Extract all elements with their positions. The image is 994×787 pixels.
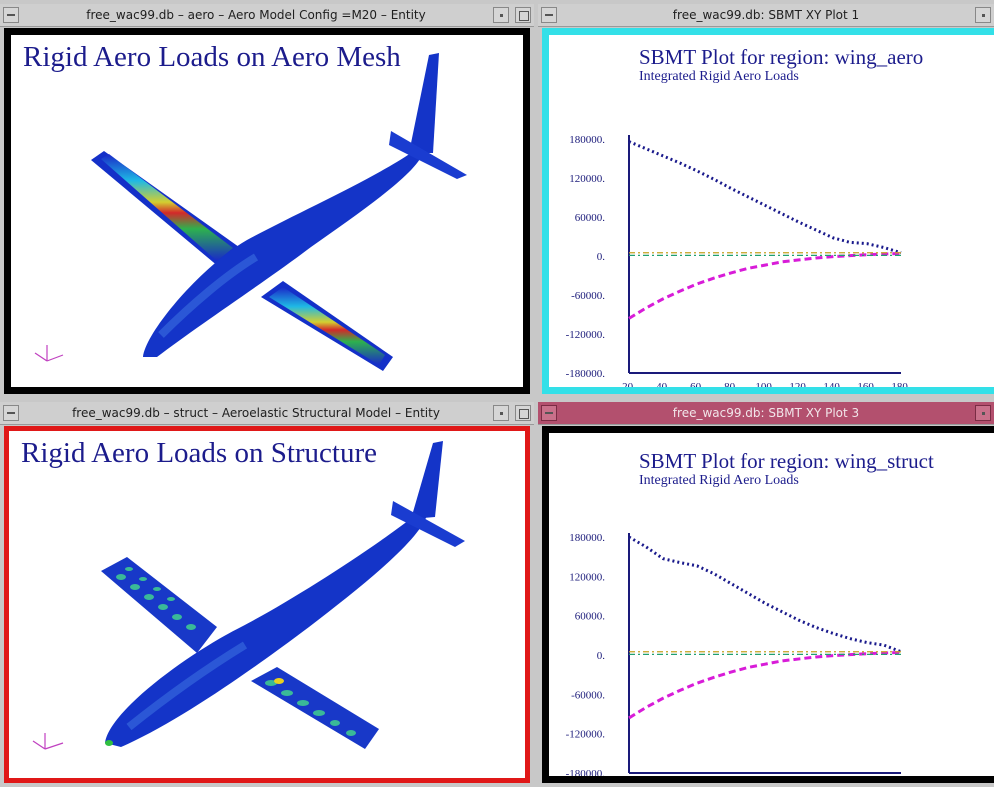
x-tick-label: 80.0 [721, 781, 741, 783]
structural-model [32, 441, 465, 750]
x-tick-label: 120. [789, 381, 809, 393]
maximize-button[interactable] [515, 7, 531, 23]
aero-viewport[interactable]: Rigid Aero Loads on Aero Mesh [4, 28, 530, 394]
minimize-button[interactable] [493, 7, 509, 23]
y-tick-label: 120000. [569, 173, 605, 185]
minimize-button[interactable] [975, 7, 991, 23]
plot-subtitle: Integrated Rigid Aero Loads [639, 69, 799, 84]
sbmt-xy-plot-3: 180000. 120000. 60000. 0. -60000. -120000. -18… [566, 532, 911, 783]
y-tick-label: 120000. [569, 571, 605, 583]
x-tick-label: 100. [755, 381, 775, 393]
struct-window-titlebar[interactable]: free_wac99.db – struct – Aeroelastic Str… [0, 402, 534, 425]
y-tick-label: -180000. [566, 768, 606, 780]
x-tick-label: 180. [891, 781, 911, 783]
y-tick-label: 0. [597, 650, 606, 662]
minimize-button[interactable] [975, 405, 991, 421]
coordinate-triad-icon [34, 345, 64, 362]
sbmt-xy-plot-1: 180000. 120000. 60000. 0. -60000. -120000. -18… [566, 134, 911, 393]
viewport-heading: Rigid Aero Loads on Structure [21, 437, 378, 469]
maximize-button[interactable] [515, 405, 531, 421]
window-menu-button[interactable] [3, 7, 19, 23]
minimize-button[interactable] [493, 405, 509, 421]
x-tick-label: 180. [891, 381, 911, 393]
x-tick-label: 60.0 [687, 781, 707, 783]
y-tick-label: 60000. [575, 212, 606, 224]
plot3-window-titlebar[interactable]: free_wac99.db: SBMT XY Plot 3 [538, 402, 994, 425]
series-line-2 [628, 251, 902, 320]
y-tick-label: -60000. [571, 290, 605, 302]
window-menu-button[interactable] [3, 405, 19, 421]
y-tick-label: -120000. [566, 329, 606, 341]
aero-window-titlebar[interactable]: free_wac99.db – aero – Aero Model Config… [0, 4, 534, 27]
y-tick-label: 60000. [575, 611, 606, 623]
x-tick-label: 100. [755, 781, 775, 783]
window-title: free_wac99.db – struct – Aeroelastic Str… [72, 406, 440, 420]
window-menu-button[interactable] [541, 7, 557, 23]
plot-subtitle: Integrated Rigid Aero Loads [639, 473, 799, 488]
window-title: free_wac99.db – aero – Aero Model Config… [86, 8, 426, 22]
viewport-heading: Rigid Aero Loads on Aero Mesh [23, 41, 401, 73]
x-tick-label: 20. [622, 381, 636, 393]
y-tick-label: -120000. [566, 729, 606, 741]
window-menu-button[interactable] [541, 405, 557, 421]
series-line-2 [628, 650, 902, 720]
plot3-viewport[interactable]: SBMT Plot for region: wing_struct Integr… [542, 426, 994, 783]
series-line-1 [628, 140, 902, 255]
x-tick-label: 80. [724, 381, 738, 393]
y-tick-label: 180000. [569, 532, 605, 544]
x-tick-label: 140. [823, 781, 843, 783]
plot1-viewport[interactable]: SBMT Plot for region: wing_aero Integrat… [542, 28, 994, 394]
x-tick-label: 20.0 [619, 781, 639, 783]
aero-model-window: free_wac99.db – aero – Aero Model Config… [0, 4, 534, 398]
aero-mesh-model [34, 53, 467, 371]
xy-plot-3-window: free_wac99.db: SBMT XY Plot 3 SBMT Plot … [538, 402, 994, 787]
plot-title: SBMT Plot for region: wing_aero [639, 45, 924, 69]
struct-viewport[interactable]: Rigid Aero Loads on Structure [4, 426, 530, 783]
x-tick-label: 40. [656, 381, 670, 393]
series-line-1 [628, 535, 902, 654]
x-tick-label: 120. [789, 781, 809, 783]
y-tick-label: -180000. [566, 368, 606, 380]
y-tick-label: 0. [597, 251, 606, 263]
struct-model-window: free_wac99.db – struct – Aeroelastic Str… [0, 402, 534, 787]
window-title: free_wac99.db: SBMT XY Plot 3 [672, 406, 860, 420]
x-tick-label: 140. [823, 381, 843, 393]
x-tick-label: 160. [857, 381, 877, 393]
xy-plot-1-window: free_wac99.db: SBMT XY Plot 1 SBMT Plot … [538, 4, 994, 398]
x-tick-label: 160. [857, 781, 877, 783]
x-tick-label: 60. [690, 381, 704, 393]
coordinate-triad-icon [32, 733, 64, 750]
window-title: free_wac99.db: SBMT XY Plot 1 [672, 8, 860, 22]
y-tick-label: 180000. [569, 134, 605, 146]
plot-title: SBMT Plot for region: wing_struct [639, 449, 934, 473]
plot1-window-titlebar[interactable]: free_wac99.db: SBMT XY Plot 1 [538, 4, 994, 27]
x-tick-label: 40.0 [653, 781, 673, 783]
y-tick-label: -60000. [571, 689, 605, 701]
